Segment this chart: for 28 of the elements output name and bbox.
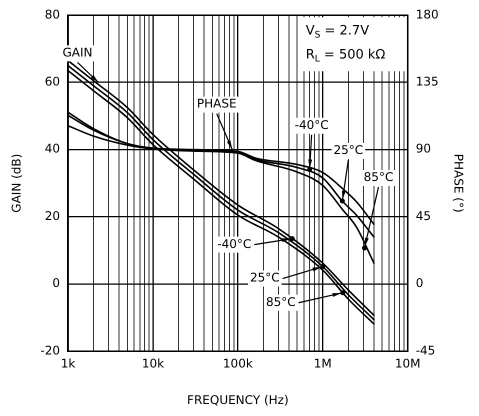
- y2-axis-title: PHASE (°): [452, 154, 466, 213]
- x-axis-title: FREQUENCY (Hz): [187, 392, 289, 407]
- annotation: -40°C: [217, 236, 252, 251]
- y2-tick-label: 0: [416, 276, 424, 290]
- y2-tick-label: 90: [416, 142, 431, 156]
- annotation: 85°C: [364, 170, 394, 184]
- annotation: 25°C: [250, 270, 280, 285]
- x-tick-label: 10k: [142, 356, 164, 371]
- annotation: PHASE: [196, 96, 237, 111]
- y2-tick-label: 45: [416, 208, 431, 223]
- y2-tick-label: 180: [416, 7, 439, 22]
- x-tick-label: 100k: [222, 356, 253, 371]
- annotation: -40°C: [294, 118, 329, 132]
- y-tick-label: -20: [40, 343, 60, 358]
- y-tick-label: 20: [44, 208, 60, 223]
- y-tick-label: 40: [44, 142, 60, 156]
- y-tick-label: 80: [44, 7, 60, 22]
- x-tick-label: 10M: [394, 356, 421, 371]
- y-axis-title: GAIN (dB): [9, 154, 24, 213]
- y-tick-label: 0: [52, 276, 60, 290]
- x-tick-label: 1M: [314, 356, 332, 371]
- annotation: 85°C: [266, 294, 296, 309]
- y-tick-label: 60: [44, 74, 60, 89]
- y2-tick-label: 135: [416, 74, 439, 89]
- x-tick-label: 1k: [60, 356, 76, 371]
- annotation: GAIN: [62, 46, 93, 60]
- annotation: 25°C: [334, 143, 364, 158]
- y2-tick-label: -45: [416, 343, 436, 358]
